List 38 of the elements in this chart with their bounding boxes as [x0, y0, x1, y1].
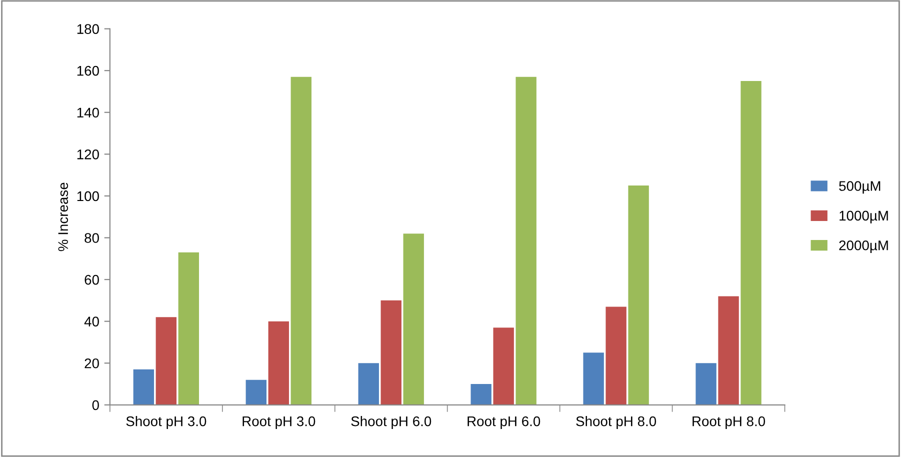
y-tick-label: 160 [77, 66, 99, 76]
y-tick-label: 40 [84, 316, 99, 326]
bar [583, 352, 604, 405]
legend-label: 500µM [839, 181, 880, 194]
legend-label: 2000µM [839, 240, 888, 254]
y-tick-label: 20 [84, 358, 99, 368]
bar [493, 328, 514, 405]
y-tick-label: 120 [77, 149, 99, 160]
y-tick-label: 100 [77, 191, 99, 202]
y-tick-label: 0 [92, 400, 99, 410]
y-tick-label: 140 [77, 108, 99, 118]
bar [268, 321, 289, 405]
x-tick-label: Shoot pH 6.0 [351, 416, 432, 429]
x-tick-label: Shoot pH 8.0 [576, 416, 656, 429]
y-tick-label: 180 [77, 24, 99, 34]
bar [290, 76, 312, 405]
bar [246, 380, 266, 405]
y-tick-label: 80 [84, 233, 99, 243]
x-tick-label: Shoot pH 3.0 [126, 416, 206, 429]
y-axis-title: % Increase [58, 182, 68, 252]
bar [358, 363, 379, 405]
bar [516, 76, 536, 405]
bar [606, 306, 626, 405]
bar [470, 384, 492, 405]
bar [403, 234, 424, 405]
bar [156, 317, 177, 405]
bar [740, 81, 762, 405]
bar [178, 252, 199, 405]
x-tick-label: Root pH 8.0 [692, 416, 766, 429]
y-tick-label: 60 [84, 274, 99, 285]
bar [380, 300, 402, 405]
bar [133, 369, 154, 405]
bar [628, 186, 649, 405]
x-tick-label: Root pH 6.0 [468, 416, 540, 429]
bar [696, 363, 716, 405]
legend-label: 1000µM [840, 210, 888, 224]
x-tick-label: Root pH 3.0 [242, 416, 316, 429]
bar [718, 296, 739, 405]
